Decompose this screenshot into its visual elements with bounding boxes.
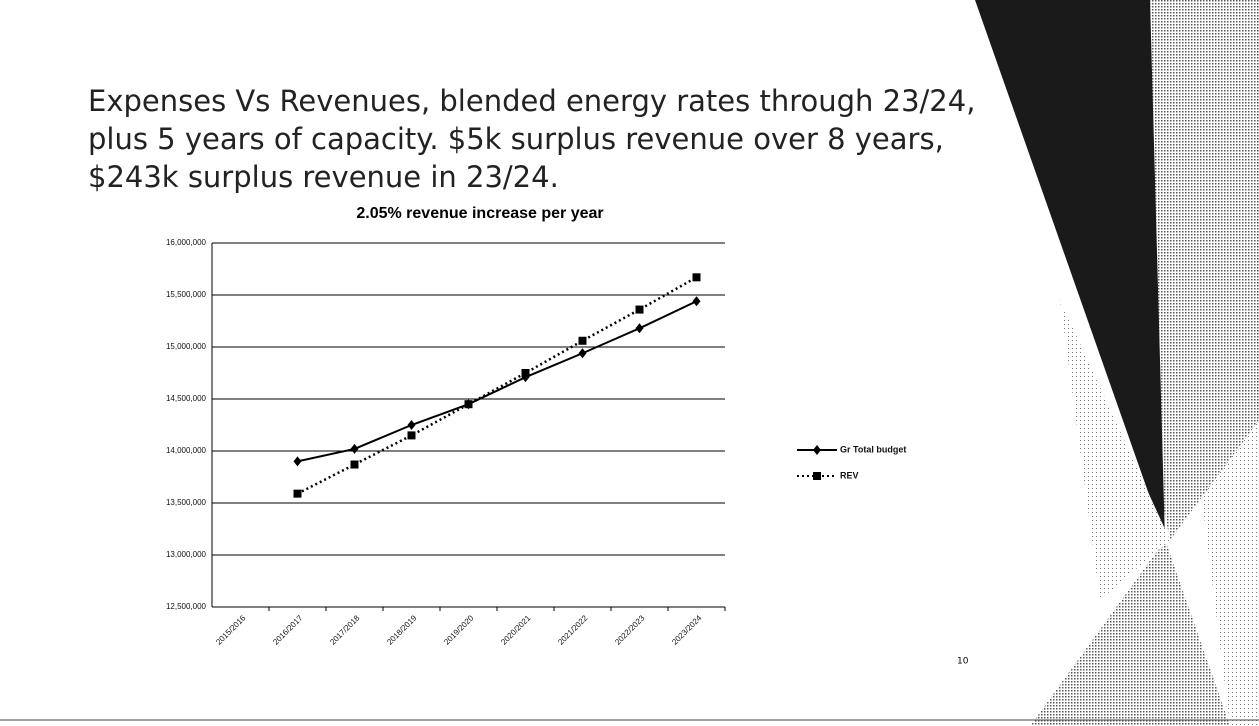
marker [635,323,644,334]
marker [464,400,473,409]
heading-line: $243k surplus revenue in 23/24. [88,160,559,194]
marker [407,431,416,440]
y-tick-label: 15,000,000 [166,342,207,351]
y-tick-label: 14,000,000 [166,446,207,455]
y-tick-label: 14,500,000 [166,394,207,403]
marker [293,456,302,467]
marker [578,336,587,345]
marker [350,443,359,454]
page-number: 10 [957,657,969,667]
marker [521,369,530,377]
chart-title: 2.05% revenue increase per year [356,205,603,222]
decoration [1060,300,1170,600]
marker [350,460,359,469]
marker [407,420,416,430]
series-line [297,300,697,463]
decoration [1030,540,1230,726]
legend-label: Gr Total budget [840,444,906,454]
y-tick-label: 15,500,000 [166,290,207,299]
y-tick-label: 13,500,000 [166,498,207,507]
y-tick-label: 16,000,000 [166,238,207,247]
marker [635,305,644,314]
marker [813,445,821,455]
series-line [296,276,698,495]
heading-line: Expenses Vs Revenues, blended energy rat… [88,84,975,118]
marker [813,472,821,480]
marker [578,348,587,359]
marker [293,489,302,498]
y-tick-label: 13,000,000 [166,550,207,559]
heading-line: plus 5 years of capacity. $5k surplus re… [88,122,944,156]
decoration [975,0,1165,540]
y-tick-label: 12,500,000 [166,602,207,611]
marker [692,273,701,282]
marker [692,296,701,307]
legend-label: REV [840,470,859,480]
